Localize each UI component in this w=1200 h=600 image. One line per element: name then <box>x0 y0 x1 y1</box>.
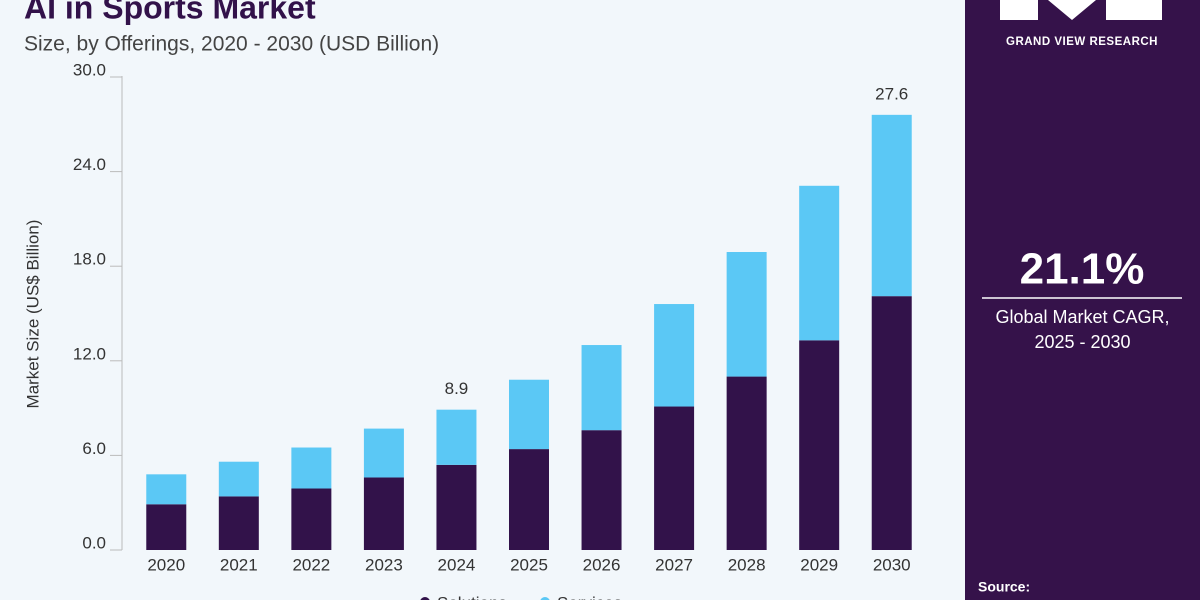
bar-segment <box>146 474 187 505</box>
y-axis-label: Market Size (US$ Billion) <box>23 220 42 409</box>
x-tick-label: 2030 <box>873 555 911 574</box>
x-tick-label: 2024 <box>438 555 476 574</box>
x-tick-label: 2026 <box>583 555 621 574</box>
cagr-label: Global Market CAGR, 2025 - 2030 <box>995 307 1170 352</box>
legend-label: Services <box>557 593 622 600</box>
x-tick-label: 2022 <box>292 555 330 574</box>
bar-segment <box>218 461 259 497</box>
logo <box>1000 0 1162 20</box>
chart-title: AI in Sports Market <box>24 0 316 25</box>
y-tick-label: 0.0 <box>82 533 106 552</box>
bar-segment <box>363 477 404 550</box>
legend-swatch <box>540 597 550 600</box>
y-tick-label: 6.0 <box>82 439 106 458</box>
x-tick-label: 2021 <box>220 555 258 574</box>
data-label: 27.6 <box>875 84 908 103</box>
y-tick-label: 18.0 <box>73 250 106 269</box>
bar-segment <box>726 252 767 377</box>
bar-segment <box>871 114 912 297</box>
bar-segment <box>871 296 912 550</box>
bar-segment <box>654 406 695 550</box>
y-tick-label: 24.0 <box>73 155 106 174</box>
bar-segment <box>799 340 840 550</box>
x-tick-label: 2020 <box>147 555 185 574</box>
y-tick-label: 12.0 <box>73 344 106 363</box>
x-tick-label: 2027 <box>655 555 693 574</box>
x-tick-label: 2025 <box>510 555 548 574</box>
cagr-label-box: Global Market CAGR, 2025 - 2030 <box>995 307 1170 352</box>
bar-segment <box>291 488 332 550</box>
sidebar <box>965 0 1200 600</box>
bar-segment <box>726 376 767 550</box>
bar-segment <box>218 496 259 550</box>
bar-segment <box>654 304 695 407</box>
bar-segment <box>509 379 549 450</box>
bar-segment <box>436 464 477 550</box>
bar-segment <box>581 345 622 431</box>
data-label: 8.9 <box>445 379 469 398</box>
bar-segment <box>291 447 332 489</box>
legend-label: Solutions <box>437 593 507 600</box>
bar-segment <box>146 504 187 550</box>
bar-segment <box>509 449 549 550</box>
bar-segment <box>436 409 477 465</box>
x-tick-label: 2029 <box>800 555 838 574</box>
source: Source: <box>978 579 1030 595</box>
brand: GRAND VIEW RESEARCH <box>1006 36 1158 48</box>
bar-segment <box>363 428 404 478</box>
chart-subtitle: Size, by Offerings, 2020 - 2030 (USD Bil… <box>24 33 439 56</box>
y-tick-label: 30.0 <box>73 60 106 79</box>
bar-segment <box>581 430 622 550</box>
x-tick-label: 2023 <box>365 555 403 574</box>
x-tick-label: 2028 <box>728 555 766 574</box>
legend-swatch <box>420 597 430 600</box>
cagr: 21.1% <box>1020 245 1145 294</box>
bar-segment <box>799 185 840 341</box>
